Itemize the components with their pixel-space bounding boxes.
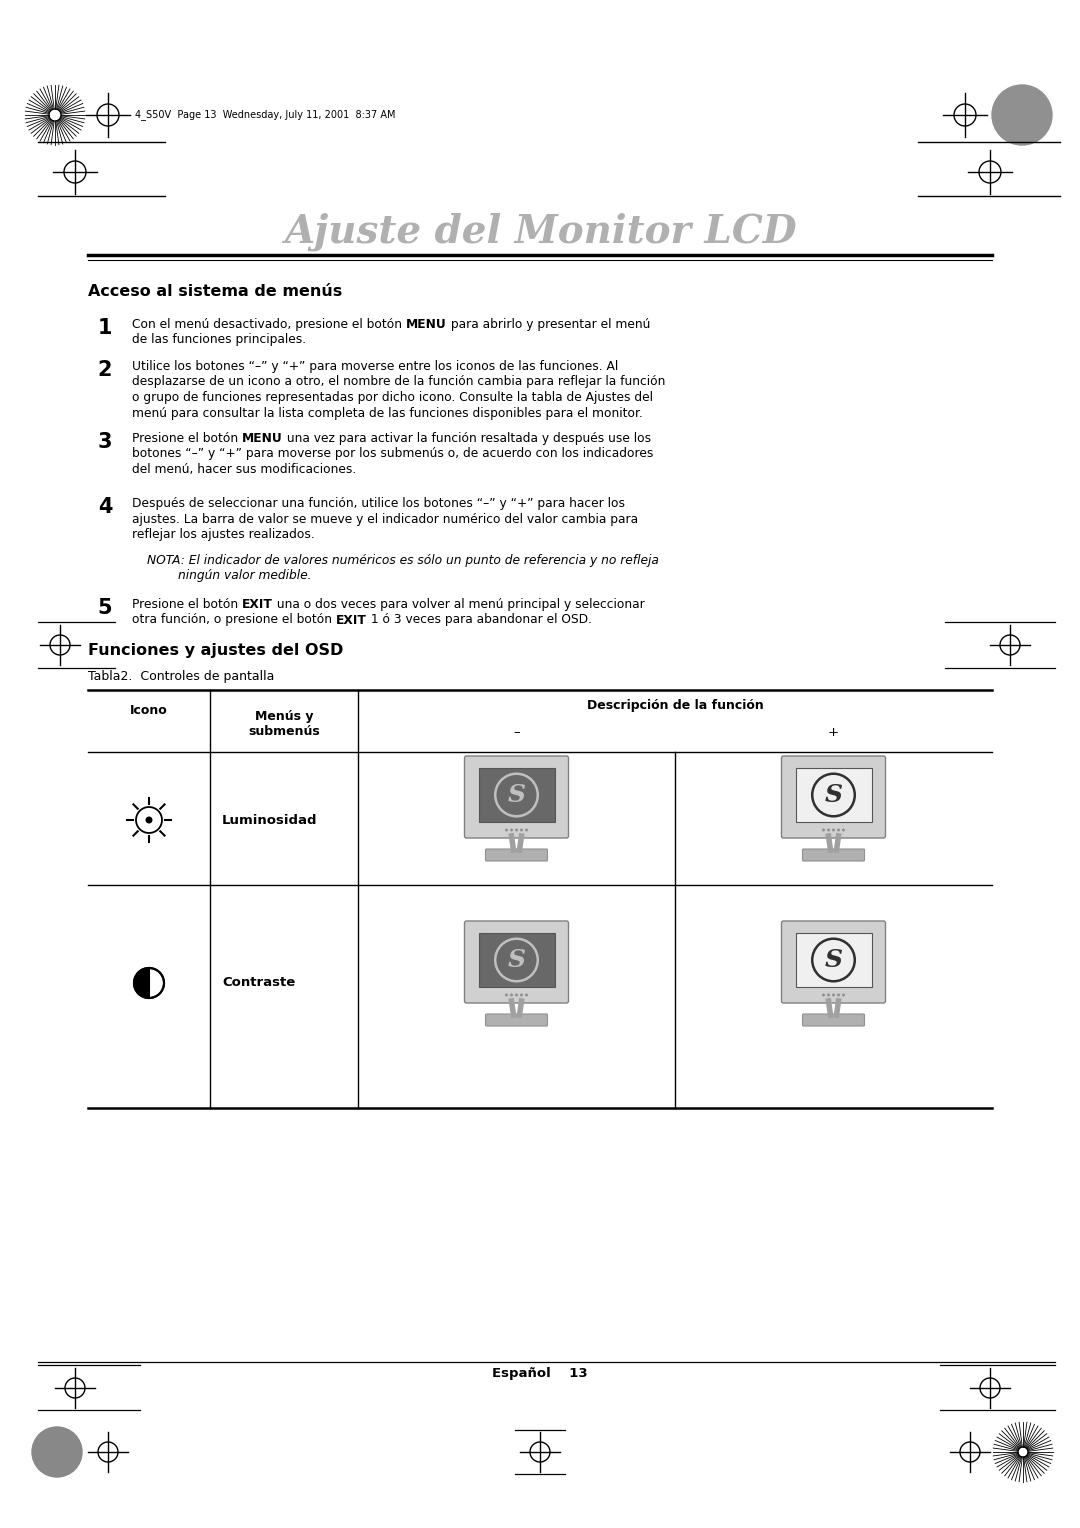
Bar — [478, 934, 554, 987]
FancyBboxPatch shape — [486, 850, 548, 860]
Circle shape — [1018, 1447, 1028, 1458]
Text: una o dos veces para volver al menú principal y seleccionar: una o dos veces para volver al menú prin… — [273, 597, 645, 611]
Text: S: S — [824, 782, 842, 807]
Circle shape — [827, 993, 831, 996]
Circle shape — [510, 993, 513, 996]
Text: 1: 1 — [98, 318, 112, 338]
Circle shape — [505, 828, 508, 831]
Text: menú para consultar la lista completa de las funciones disponibles para el monit: menú para consultar la lista completa de… — [132, 406, 643, 420]
Text: S: S — [824, 947, 842, 972]
Text: S: S — [508, 947, 526, 972]
Text: de las funciones principales.: de las funciones principales. — [132, 333, 306, 347]
Circle shape — [146, 816, 152, 824]
Text: Descripción de la función: Descripción de la función — [586, 700, 764, 712]
Circle shape — [519, 993, 523, 996]
Text: desplazarse de un icono a otro, el nombre de la función cambia para reflejar la : desplazarse de un icono a otro, el nombr… — [132, 376, 665, 388]
FancyBboxPatch shape — [486, 1015, 548, 1025]
Circle shape — [832, 828, 835, 831]
Text: 1 ó 3 veces para abandonar el OSD.: 1 ó 3 veces para abandonar el OSD. — [367, 614, 592, 626]
Text: +: + — [828, 726, 839, 740]
Text: ningún valor medible.: ningún valor medible. — [147, 570, 311, 582]
Text: 4_S50V  Page 13  Wednesday, July 11, 2001  8:37 AM: 4_S50V Page 13 Wednesday, July 11, 2001 … — [135, 110, 395, 121]
Circle shape — [993, 86, 1052, 145]
Text: botones “–” y “+” para moverse por los submenús o, de acuerdo con los indicadore: botones “–” y “+” para moverse por los s… — [132, 448, 653, 460]
Text: submenús: submenús — [248, 724, 320, 738]
Text: Utilice los botones “–” y “+” para moverse entre los iconos de las funciones. Al: Utilice los botones “–” y “+” para mover… — [132, 361, 618, 373]
Text: Presione el botón: Presione el botón — [132, 432, 242, 445]
Text: S: S — [508, 782, 526, 807]
Text: Después de seleccionar una función, utilice los botones “–” y “+” para hacer los: Después de seleccionar una función, util… — [132, 497, 625, 510]
FancyBboxPatch shape — [782, 921, 886, 1002]
Text: Con el menú desactivado, presione el botón: Con el menú desactivado, presione el bot… — [132, 318, 406, 332]
FancyBboxPatch shape — [464, 756, 568, 837]
Text: ajustes. La barra de valor se mueve y el indicador numérico del valor cambia par: ajustes. La barra de valor se mueve y el… — [132, 512, 638, 526]
Text: para abrirlo y presentar el menú: para abrirlo y presentar el menú — [447, 318, 650, 332]
Circle shape — [49, 108, 60, 121]
Wedge shape — [134, 969, 149, 998]
Text: 4: 4 — [98, 497, 112, 516]
Text: Contraste: Contraste — [222, 976, 295, 990]
Circle shape — [827, 828, 831, 831]
Circle shape — [525, 828, 528, 831]
Text: o grupo de funciones representadas por dicho icono. Consulte la tabla de Ajustes: o grupo de funciones representadas por d… — [132, 391, 653, 403]
Text: Español    13: Español 13 — [492, 1368, 588, 1380]
Text: 5: 5 — [97, 597, 112, 617]
Text: una vez para activar la función resaltada y después use los: una vez para activar la función resaltad… — [283, 432, 651, 445]
Circle shape — [515, 993, 518, 996]
Circle shape — [32, 1427, 82, 1478]
FancyBboxPatch shape — [782, 756, 886, 837]
Text: Tabla2.  Controles de pantalla: Tabla2. Controles de pantalla — [87, 669, 274, 683]
Circle shape — [837, 993, 840, 996]
Text: Ajuste del Monitor LCD: Ajuste del Monitor LCD — [284, 212, 796, 251]
Text: otra función, o presione el botón: otra función, o presione el botón — [132, 614, 336, 626]
Circle shape — [837, 828, 840, 831]
Text: MENU: MENU — [242, 432, 283, 445]
Text: Menús y: Menús y — [255, 711, 313, 723]
Text: reflejar los ajustes realizados.: reflejar los ajustes realizados. — [132, 529, 314, 541]
Circle shape — [832, 993, 835, 996]
Circle shape — [515, 828, 518, 831]
Circle shape — [505, 993, 508, 996]
Text: del menú, hacer sus modificaciones.: del menú, hacer sus modificaciones. — [132, 463, 356, 477]
Text: Icono: Icono — [130, 703, 167, 717]
Circle shape — [519, 828, 523, 831]
Circle shape — [822, 828, 825, 831]
Text: MENU: MENU — [406, 318, 447, 332]
Circle shape — [525, 993, 528, 996]
Text: EXIT: EXIT — [242, 597, 273, 611]
Circle shape — [842, 993, 845, 996]
Text: EXIT: EXIT — [336, 614, 367, 626]
Text: Luminosidad: Luminosidad — [222, 813, 318, 827]
Text: 2: 2 — [98, 361, 112, 380]
FancyBboxPatch shape — [802, 850, 864, 860]
Text: 3: 3 — [98, 432, 112, 452]
Text: NOTA: El indicador de valores numéricos es sólo un punto de referencia y no refl: NOTA: El indicador de valores numéricos … — [147, 555, 659, 567]
Bar — [796, 769, 872, 822]
Circle shape — [842, 828, 845, 831]
Circle shape — [822, 993, 825, 996]
FancyBboxPatch shape — [802, 1015, 864, 1025]
Bar — [796, 934, 872, 987]
FancyBboxPatch shape — [464, 921, 568, 1002]
Text: Acceso al sistema de menús: Acceso al sistema de menús — [87, 284, 342, 299]
Bar — [478, 769, 554, 822]
Wedge shape — [149, 969, 164, 998]
Text: Funciones y ajustes del OSD: Funciones y ajustes del OSD — [87, 643, 343, 659]
Text: Presione el botón: Presione el botón — [132, 597, 242, 611]
Circle shape — [510, 828, 513, 831]
Text: –: – — [513, 726, 519, 740]
